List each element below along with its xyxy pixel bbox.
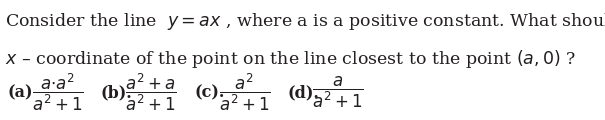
Text: (a): (a) xyxy=(7,84,33,101)
Text: (c).: (c). xyxy=(194,84,224,101)
Text: $\dfrac{a^2+a}{a^2+1}$: $\dfrac{a^2+a}{a^2+1}$ xyxy=(125,72,177,113)
Text: Consider the line  $y = ax$ , where a is a positive constant. What should be the: Consider the line $y = ax$ , where a is … xyxy=(5,11,605,32)
Text: $\dfrac{a}{a^2+1}$: $\dfrac{a}{a^2+1}$ xyxy=(312,75,364,110)
Text: $\dfrac{a^2}{a^2+1}$: $\dfrac{a^2}{a^2+1}$ xyxy=(218,72,270,113)
Text: $x$ – coordinate of the point on the line closest to the point $(a, 0)$ ?: $x$ – coordinate of the point on the lin… xyxy=(5,48,577,70)
Text: (d).: (d). xyxy=(287,84,319,101)
Text: $\dfrac{a{\cdot}a^2}{a^2+1}$: $\dfrac{a{\cdot}a^2}{a^2+1}$ xyxy=(31,72,83,113)
Text: (b).: (b). xyxy=(100,84,132,101)
